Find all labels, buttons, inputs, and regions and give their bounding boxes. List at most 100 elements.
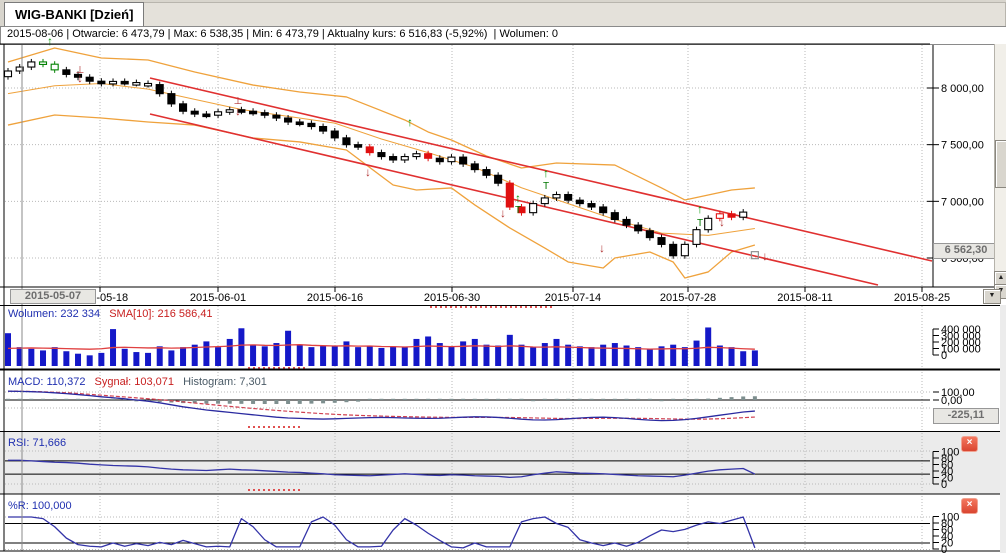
rsi-line (8, 459, 756, 479)
volume-label: Wolumen: 232 334 (8, 308, 101, 320)
candle (552, 193, 561, 199)
volume-bar (518, 344, 525, 366)
volume-bar (285, 330, 292, 366)
candle (155, 84, 164, 95)
volume-bar (366, 345, 373, 366)
rsi-close-button[interactable]: × (961, 436, 978, 452)
sell-arrow-icon: ↓ (599, 241, 605, 255)
candle (470, 163, 479, 171)
scroll-up-icon: ▲ (997, 274, 1005, 281)
volume-bar (565, 344, 572, 366)
volume-bar (191, 344, 198, 366)
inverted-t-marker-icon: ⊥ (234, 96, 243, 107)
macd-histogram-bar (41, 398, 46, 400)
volume-bar (51, 347, 58, 366)
macd-signal-line (7, 390, 755, 420)
volume-bar (63, 351, 70, 366)
volume-bar (133, 352, 140, 366)
buy-arrow-icon: ↑ (407, 115, 413, 129)
candle (330, 130, 339, 139)
volume-bar (168, 350, 175, 366)
sell-arrow-icon: ↓ (762, 249, 768, 263)
macd-histogram-bar (76, 398, 81, 400)
volume-bar (16, 347, 23, 366)
macd-signal-label: Sygnał: 103,071 (94, 376, 175, 388)
date-axis-label: 2015-08-11 (777, 292, 832, 304)
macd-histogram-bar (216, 400, 221, 404)
macd-histogram-bar (717, 397, 722, 400)
candle (108, 80, 118, 85)
rsi-axis-label: 100 (941, 447, 959, 459)
bollinger-lower (7, 114, 756, 279)
candle (15, 66, 24, 72)
candle (599, 206, 608, 214)
candle (517, 206, 526, 214)
tab-bar: WIG-BANKI [Dzień] (0, 0, 1006, 30)
sell-arrow-icon: ↓ (719, 215, 725, 229)
volume-bar (460, 341, 467, 366)
candle (295, 121, 304, 126)
macd-histogram-bar (647, 398, 652, 400)
macd-histogram-bar (111, 398, 116, 400)
macd-histogram-bar (531, 400, 536, 402)
candle (132, 82, 141, 86)
candle (284, 117, 293, 123)
wr-line (8, 516, 756, 549)
macd-histogram-bar (52, 398, 57, 400)
candle (739, 211, 748, 218)
candle (622, 218, 631, 226)
candle (692, 229, 701, 245)
macd-histogram-bar (379, 398, 384, 400)
candle (179, 103, 188, 112)
candle (319, 125, 328, 132)
volume-bar (5, 333, 11, 366)
macd-histogram-bar (496, 398, 501, 400)
macd-axis-label: 0,00 (941, 395, 962, 407)
candle (27, 61, 36, 68)
candle (424, 153, 433, 159)
macd-histogram-bar (204, 400, 209, 404)
volume-bar (156, 346, 163, 366)
buy-arrow-icon: ↑ (697, 202, 703, 216)
tab-strip-empty (142, 2, 1006, 26)
price-axis-label: 7 500,00 (941, 140, 984, 152)
candle (342, 137, 351, 146)
volume-bar (75, 353, 82, 366)
candle (389, 156, 398, 161)
macd-histogram-bar (612, 398, 617, 400)
volume-bar (495, 345, 502, 366)
price-cursor-box: 6 562,30 (933, 243, 999, 259)
candle (587, 203, 596, 208)
macd-histogram-bar (542, 398, 547, 400)
macd-histogram-bar (671, 398, 676, 400)
volume-bar (121, 348, 128, 366)
volume-bar (98, 352, 105, 366)
volume-bar (413, 338, 420, 366)
macd-histogram-bar (461, 398, 466, 400)
trendline-lower (149, 113, 879, 286)
volume-bar (646, 348, 653, 366)
volume-bar (273, 343, 280, 366)
wr-panel-header: %R: 100,000 (8, 500, 72, 512)
macd-histogram-bar (449, 398, 454, 400)
macd-histogram-label: Histogram: 7,301 (183, 376, 267, 388)
scrollbar-thumb[interactable] (995, 140, 1006, 188)
volume-bar (320, 345, 327, 366)
candle (575, 199, 584, 205)
date-axis-label: 2015-07-28 (660, 292, 716, 304)
wr-close-button[interactable]: × (961, 498, 978, 514)
tab-wig-banki[interactable]: WIG-BANKI [Dzień] (4, 2, 145, 30)
volume-bar (425, 336, 432, 366)
date-axis-dropdown-button[interactable]: ▼ (983, 289, 1001, 304)
macd-histogram-bar (157, 400, 162, 402)
candle (435, 157, 444, 163)
wr-axis-label: 80 (941, 518, 953, 530)
date-axis-label: 2015-06-30 (424, 292, 480, 304)
rsi-axis-label: 60 (941, 460, 953, 472)
volume-bar (180, 347, 187, 366)
macd-histogram-bar (297, 400, 302, 404)
scroll-down-icon: ▼ (997, 287, 1005, 294)
macd-histogram-bar (227, 400, 232, 404)
candle (38, 61, 48, 65)
